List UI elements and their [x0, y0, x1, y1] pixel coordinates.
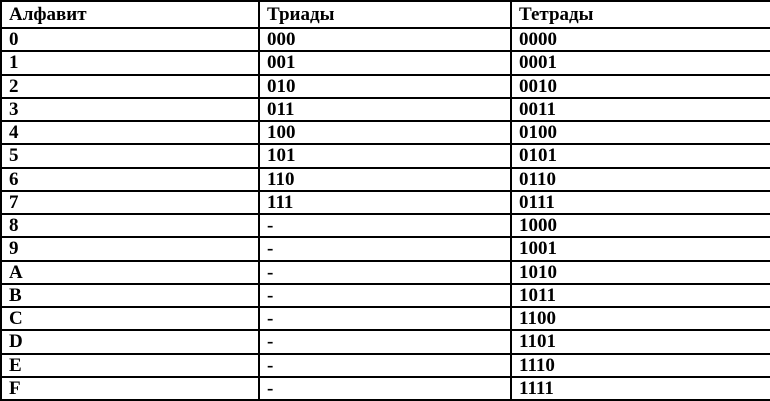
cell-triad: - [258, 282, 512, 309]
table-row: 9-1001 [0, 236, 770, 262]
cell-triad: - [258, 305, 512, 332]
cell-triad: - [258, 259, 512, 285]
cell-tetrad: 0101 [510, 143, 770, 169]
cell-alphabet: A [0, 259, 260, 285]
cell-alphabet: 5 [0, 143, 260, 169]
cell-alphabet: B [0, 282, 260, 309]
cell-alphabet: F [0, 375, 260, 401]
cell-tetrad: 0011 [510, 96, 770, 123]
table-row: 0 000 0000 [0, 26, 770, 53]
table-row: 2 010 0010 [0, 73, 770, 99]
cell-tetrad: 1011 [510, 282, 770, 309]
cell-alphabet: 6 [0, 166, 260, 192]
cell-triad: 010 [258, 73, 512, 99]
cell-triad: 101 [258, 143, 512, 169]
cell-tetrad: 1101 [510, 329, 770, 355]
table-body: 0 000 0000 1 001 0001 2 010 0010 3 011 0011 4 100 0100… [0, 26, 770, 401]
cell-alphabet: D [0, 329, 260, 355]
table-row: 6 110 0110 [0, 166, 770, 192]
cell-tetrad: 1010 [510, 259, 770, 285]
cell-triad: 110 [258, 166, 512, 192]
cell-tetrad: 1111 [510, 375, 770, 401]
cell-triad: - [258, 329, 512, 355]
table-row: B -1011 [0, 282, 770, 309]
col-header-tetrads: Тетрады [510, 0, 770, 29]
cell-triad: 011 [258, 96, 512, 123]
cell-triad: - [258, 352, 512, 378]
col-header-triads: Триады [258, 0, 512, 29]
cell-alphabet: C [0, 305, 260, 332]
cell-tetrad: 0111 [510, 189, 770, 216]
cell-alphabet: 4 [0, 119, 260, 146]
cell-tetrad: 1000 [510, 212, 770, 239]
cell-alphabet: 9 [0, 236, 260, 262]
cell-alphabet: 8 [0, 212, 260, 239]
header-row: Алфавит Триады Тетрады [0, 0, 770, 29]
cell-triad: - [258, 375, 512, 401]
cell-alphabet: 3 [0, 96, 260, 123]
col-header-alphabet: Алфавит [0, 0, 260, 29]
cell-tetrad: 0001 [510, 50, 770, 76]
cell-tetrad: 1001 [510, 236, 770, 262]
table-row: 4 100 0100 [0, 119, 770, 146]
cell-alphabet: 0 [0, 26, 260, 53]
table-row: 8-1000 [0, 212, 770, 239]
cell-alphabet: E [0, 352, 260, 378]
table-row: 3 011 0011 [0, 96, 770, 123]
cell-triad: 000 [258, 26, 512, 53]
cell-tetrad: 0000 [510, 26, 770, 53]
cell-tetrad: 0010 [510, 73, 770, 99]
cell-triad: 001 [258, 50, 512, 76]
table-row: D -1101 [0, 329, 770, 355]
table-row: F -1111 [0, 375, 770, 401]
cell-tetrad: 1100 [510, 305, 770, 332]
table-row: 1 001 0001 [0, 50, 770, 76]
cell-alphabet: 7 [0, 189, 260, 216]
table-row: 5 101 0101 [0, 143, 770, 169]
table-row: C -1100 [0, 305, 770, 332]
table-row: 7 111 0111 [0, 189, 770, 216]
cell-tetrad: 0110 [510, 166, 770, 192]
cell-triad: 100 [258, 119, 512, 146]
cell-alphabet: 1 [0, 50, 260, 76]
cell-triad: 111 [258, 189, 512, 216]
table-row: A -1010 [0, 259, 770, 285]
cell-triad: - [258, 236, 512, 262]
cell-triad: - [258, 212, 512, 239]
cell-tetrad: 1110 [510, 352, 770, 378]
cell-tetrad: 0100 [510, 119, 770, 146]
cell-alphabet: 2 [0, 73, 260, 99]
table-row: E -1110 [0, 352, 770, 378]
